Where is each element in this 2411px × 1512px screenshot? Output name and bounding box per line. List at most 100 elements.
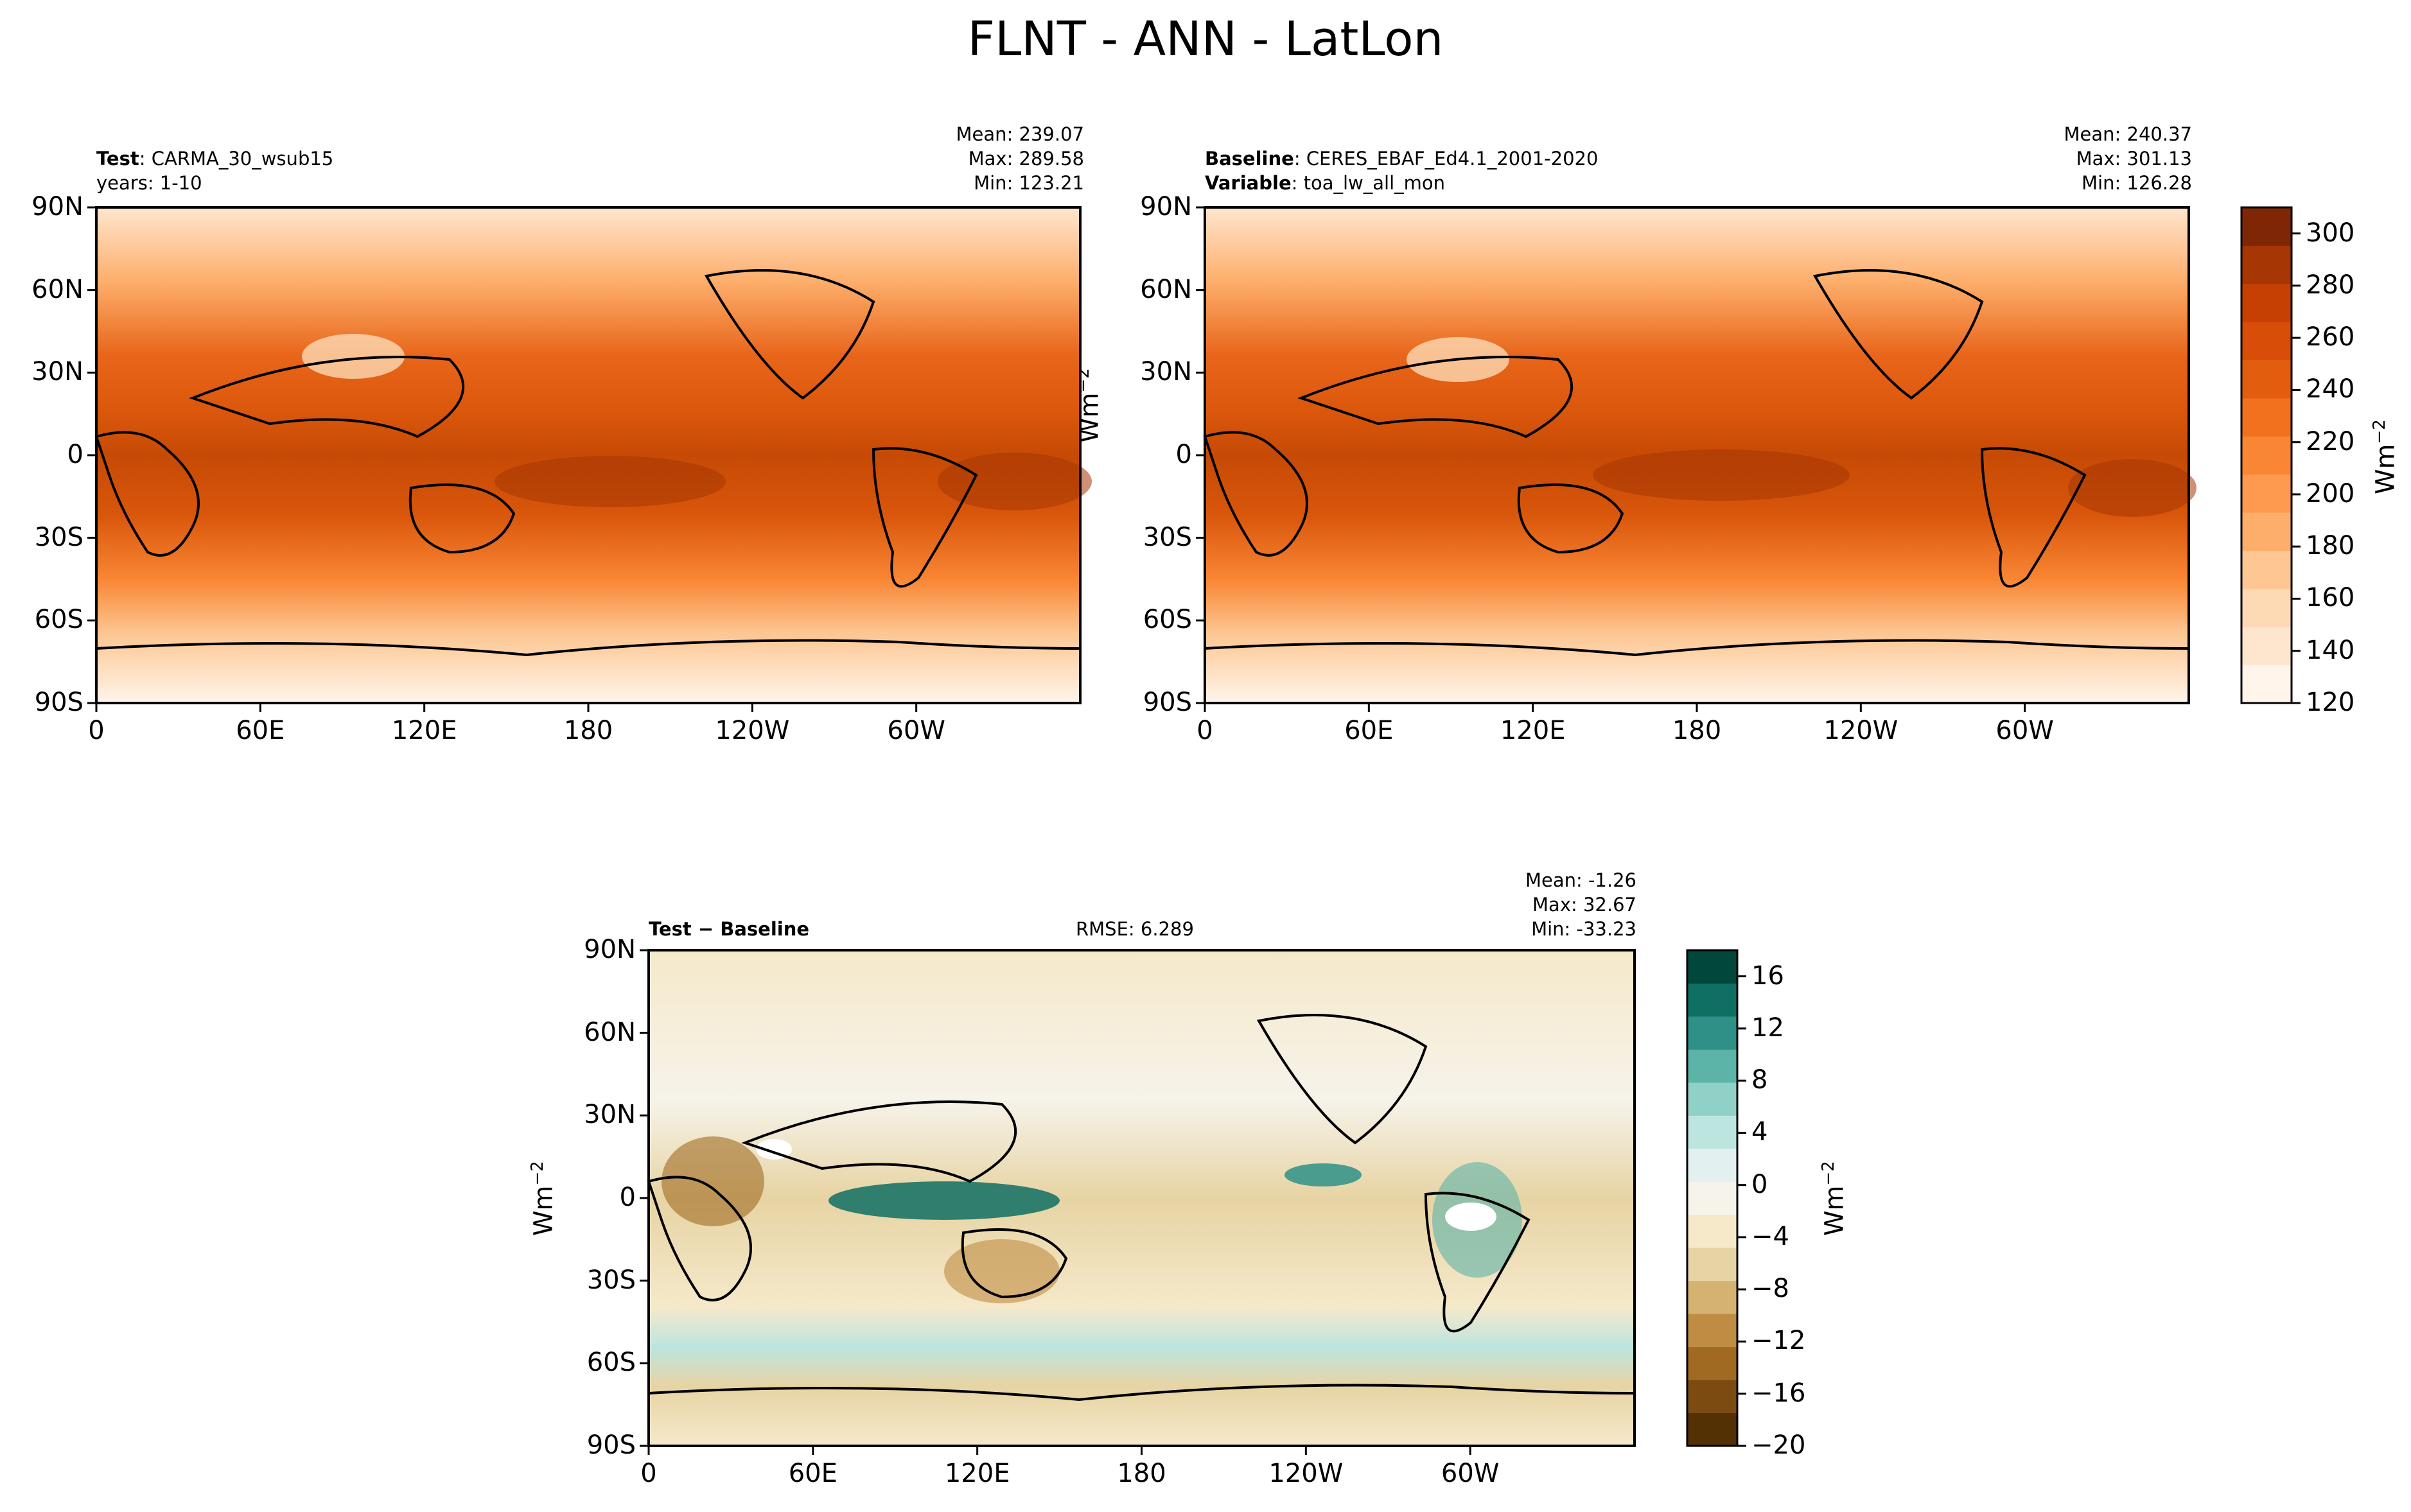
baseline-max: Max: 301.13 bbox=[2076, 148, 2192, 169]
test-map-field bbox=[96, 207, 1080, 703]
colorbar-main-tick-label: 300 bbox=[2306, 218, 2355, 248]
test-name: CARMA_30_wsub15 bbox=[151, 148, 334, 169]
test-lat-tick-label: 30S bbox=[34, 522, 83, 552]
test-lon-tick-label: 180 bbox=[563, 716, 613, 745]
baseline-samerica-outline bbox=[1980, 447, 2087, 588]
diff-lon-tick-label: 60W bbox=[1441, 1459, 1500, 1488]
test-lat-tick-label: 0 bbox=[67, 440, 83, 469]
test-mean: Mean: 239.07 bbox=[956, 123, 1084, 145]
colorbar-diff-tick-label: −16 bbox=[1751, 1378, 1806, 1408]
baseline-mean: Mean: 240.37 bbox=[2064, 123, 2192, 145]
test-map-panel bbox=[94, 206, 1092, 704]
test-header: Test: CARMA_30_wsub15 bbox=[96, 148, 334, 169]
test-label: Test bbox=[96, 148, 139, 169]
baseline-lat-tick-label: 30N bbox=[1140, 357, 1192, 387]
diff-lat-tick-label: 0 bbox=[619, 1183, 636, 1212]
colorbar-main-segment bbox=[2241, 436, 2292, 475]
baseline-warm-blob-east bbox=[2068, 459, 2196, 517]
diff-lat-tick-label: 90N bbox=[584, 935, 636, 964]
colorbar-main-tick-label: 160 bbox=[2306, 583, 2355, 613]
test-coastlines bbox=[94, 269, 1081, 657]
colorbar-diff-tick-label: 4 bbox=[1751, 1117, 1768, 1147]
baseline-africa-outline bbox=[1203, 431, 1308, 557]
variable-label: Variable bbox=[1205, 172, 1292, 194]
diff-lat-tick-label: 60N bbox=[584, 1017, 636, 1047]
test-years: years: 1-10 bbox=[96, 172, 202, 194]
tick-marks bbox=[87, 206, 2301, 1455]
variable-header: Variable: toa_lw_all_mon bbox=[1205, 172, 1446, 194]
test-africa-outline bbox=[94, 431, 200, 557]
diff-lat-tick-label: 30N bbox=[584, 1100, 636, 1130]
colorbar-diff-segment bbox=[1687, 1280, 1737, 1314]
colorbar-main-segment bbox=[2241, 207, 2292, 246]
diff-australia-blob bbox=[944, 1239, 1060, 1303]
baseline-lon-tick-label: 60W bbox=[1995, 716, 2054, 745]
colorbar-diff-segment bbox=[1687, 1314, 1737, 1348]
colorbar-main-segment bbox=[2241, 322, 2292, 361]
diff-lat-tick-label: 30S bbox=[586, 1265, 636, 1295]
colorbar-diff-segment bbox=[1687, 1181, 1737, 1215]
colorbar-diff-segment bbox=[1687, 1412, 1737, 1447]
colorbar-main-tick-label: 140 bbox=[2306, 635, 2355, 665]
diff-samerica-outline bbox=[1424, 1192, 1530, 1333]
baseline-namerica-outline bbox=[1812, 269, 1984, 400]
colorbar-main-tick-label: 180 bbox=[2306, 531, 2355, 561]
colorbar-main-segment bbox=[2241, 397, 2292, 437]
diff-map-panel bbox=[647, 949, 1636, 1447]
test-lon-tick-label: 60E bbox=[236, 716, 285, 745]
diff-samerica-missing bbox=[1445, 1203, 1496, 1231]
colorbar-diff-tick-label: 12 bbox=[1751, 1012, 1784, 1043]
colorbar-main-tick-label: 120 bbox=[2306, 688, 2355, 717]
colorbar-main-frame bbox=[2240, 206, 2293, 704]
baseline-warm-pool-blob bbox=[1593, 449, 1850, 501]
baseline-lon-tick-label: 0 bbox=[1197, 716, 1213, 745]
colorbar-main-segment bbox=[2241, 283, 2292, 322]
test-lon-tick-label: 120W bbox=[715, 716, 790, 745]
colorbar-diff-segment bbox=[1687, 950, 1737, 984]
colorbar-diff-segment bbox=[1687, 1214, 1737, 1248]
test-warm-blob-east bbox=[938, 453, 1092, 510]
colorbar-diff-tick-label: −12 bbox=[1751, 1326, 1806, 1356]
diff-lon-tick-label: 120E bbox=[944, 1459, 1010, 1488]
colorbar-main-tick-label: 220 bbox=[2306, 426, 2355, 456]
baseline-antarctica-outline bbox=[1204, 639, 2189, 657]
test-australia-outline bbox=[408, 483, 516, 554]
baseline-map-panel bbox=[1203, 206, 2196, 704]
colorbar-diff-segment bbox=[1687, 1346, 1737, 1380]
diff-min: Min: -33.23 bbox=[1531, 918, 1636, 940]
colorbar-main-tick-label: 260 bbox=[2306, 322, 2355, 352]
baseline-lat-tick-label: 60N bbox=[1140, 274, 1192, 304]
test-max: Max: 289.58 bbox=[968, 148, 1084, 169]
colorbar-diff-segment bbox=[1687, 1049, 1737, 1083]
test-tibet-blob bbox=[302, 334, 405, 379]
test-lat-tick-label: 60S bbox=[34, 605, 83, 635]
colorbar-diff-tick-label: −4 bbox=[1751, 1221, 1789, 1251]
colorbar-main-segment bbox=[2241, 550, 2292, 589]
baseline-lon-tick-label: 120E bbox=[1500, 716, 1566, 745]
diff-lat-tick-label: 90S bbox=[586, 1430, 636, 1460]
colorbar-diff-segment bbox=[1687, 1082, 1737, 1116]
colorbar-diff-tick-label: 16 bbox=[1751, 960, 1784, 991]
baseline-lat-tick-label: 90N bbox=[1140, 192, 1192, 222]
diff-lon-tick-label: 120W bbox=[1268, 1459, 1344, 1488]
diff-africa-blob bbox=[662, 1136, 764, 1226]
test-lat-tick-label: 90N bbox=[31, 192, 83, 222]
colorbar-main-segment bbox=[2241, 588, 2292, 627]
variable-name: toa_lw_all_mon bbox=[1303, 172, 1446, 194]
diff-lon-tick-label: 180 bbox=[1117, 1459, 1166, 1488]
diff-lon-tick-label: 60E bbox=[788, 1459, 837, 1488]
test-lon-tick-label: 0 bbox=[88, 716, 105, 745]
test-asia-outline bbox=[189, 356, 465, 439]
colorbar-diff-tick-label: 8 bbox=[1751, 1065, 1768, 1095]
colorbar-main-segment bbox=[2241, 360, 2292, 399]
test-lat-tick-label: 60N bbox=[31, 274, 83, 304]
test-warm-pool-blob bbox=[495, 456, 726, 507]
colorbar-main-segment bbox=[2241, 627, 2292, 666]
colorbar-diff-frame bbox=[1686, 949, 1739, 1447]
test-lat-tick-label: 30N bbox=[31, 357, 83, 387]
baseline-lon-tick-label: 180 bbox=[1672, 716, 1722, 745]
baseline-lon-tick-label: 120W bbox=[1823, 716, 1898, 745]
test-antarctica-outline bbox=[96, 639, 1081, 657]
colorbar-diff-segment bbox=[1687, 1247, 1737, 1282]
